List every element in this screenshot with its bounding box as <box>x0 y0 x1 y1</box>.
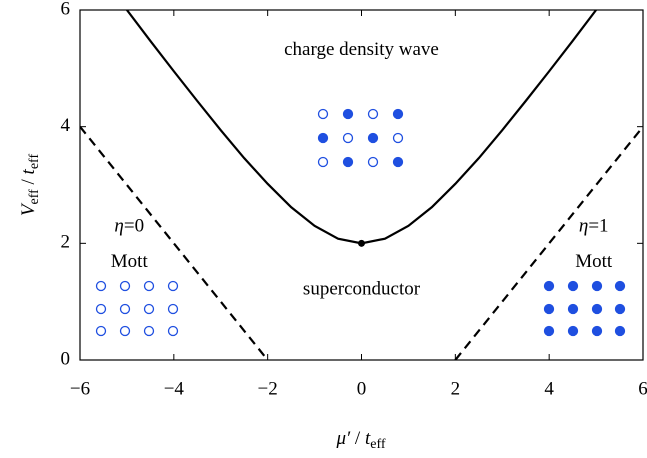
x-tick-label: −2 <box>258 378 278 399</box>
eta-value: =0 <box>124 216 144 237</box>
y-tick-label: 0 <box>61 348 71 369</box>
y-tick-label: 2 <box>61 232 71 253</box>
x-tick-label: 2 <box>451 378 461 399</box>
lattice-site <box>543 280 555 292</box>
x-label-part: t <box>365 428 371 449</box>
annotation: superconductor <box>303 278 421 299</box>
lattice-site <box>95 303 107 315</box>
lattice-site <box>143 325 155 337</box>
lattice-site <box>317 108 329 120</box>
lattice-site <box>614 325 626 337</box>
eta-symbol: η <box>579 216 588 237</box>
x-axis-label: μ′ / teff <box>335 428 385 452</box>
eta-value: =1 <box>588 216 608 237</box>
y-label-part: t <box>18 168 39 174</box>
eta-label: η=1 <box>579 216 609 237</box>
lattice-site <box>317 156 329 168</box>
lattice-site <box>567 325 579 337</box>
plot-clip <box>80 10 643 360</box>
x-tick-label: 0 <box>357 378 367 399</box>
x-label-part: eff <box>370 437 386 452</box>
x-tick-label: 6 <box>638 378 647 399</box>
curve <box>454 125 643 360</box>
eta-symbol: η <box>114 216 123 237</box>
lattice-site <box>342 132 354 144</box>
x-tick-label: −4 <box>164 378 185 399</box>
x-tick-label: −6 <box>70 378 90 399</box>
lattice-site <box>167 280 179 292</box>
y-label-part: / <box>18 174 39 189</box>
lattice-site <box>392 132 404 144</box>
y-label-part: eff <box>27 154 42 170</box>
lattice-site <box>367 132 379 144</box>
y-axis-label: Veff / teff <box>18 154 42 217</box>
lattice-site <box>392 108 404 120</box>
y-label-part: eff <box>27 189 42 205</box>
lattice-site <box>342 156 354 168</box>
lattice-site <box>543 325 555 337</box>
lattice-site <box>614 280 626 292</box>
x-label-part: / <box>350 428 365 449</box>
lattice-site <box>119 325 131 337</box>
plot-frame <box>79 9 644 361</box>
lattice-site <box>543 303 555 315</box>
lattice-site <box>591 280 603 292</box>
lattice-site <box>591 325 603 337</box>
annotation: charge density wave <box>284 39 439 60</box>
point <box>358 239 365 247</box>
lattice-site <box>591 303 603 315</box>
lattice-site <box>392 156 404 168</box>
x-label-part: μ′ <box>335 428 351 449</box>
lattice-site <box>119 303 131 315</box>
lattice-site <box>143 303 155 315</box>
lattice-site <box>167 303 179 315</box>
lattice-site <box>342 108 354 120</box>
lattice-site <box>167 325 179 337</box>
annotation: Mott <box>111 251 149 272</box>
lattice-site <box>567 303 579 315</box>
x-tick-label: 4 <box>544 378 554 399</box>
y-tick-label: 6 <box>61 0 71 19</box>
y-label-part: V <box>18 202 39 216</box>
lattice-site <box>95 280 107 292</box>
curve <box>80 125 269 360</box>
lattice-site <box>119 280 131 292</box>
lattice-site <box>95 325 107 337</box>
lattice-site <box>614 303 626 315</box>
lattice-site <box>567 280 579 292</box>
y-tick-label: 4 <box>61 115 71 136</box>
lattice-site <box>317 132 329 144</box>
lattice-site <box>143 280 155 292</box>
lattice-site <box>367 108 379 120</box>
eta-label: η=0 <box>114 216 144 237</box>
annotation: Mott <box>575 251 613 272</box>
lattice-site <box>367 156 379 168</box>
